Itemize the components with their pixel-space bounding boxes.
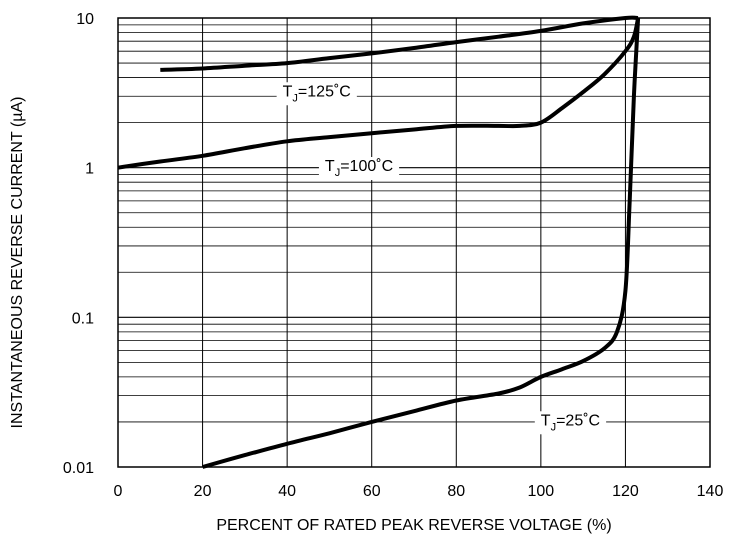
curve-label-rest: =25˚C [556,412,600,429]
series-line-1 [117,17,641,170]
curve-label-rest: =125˚C [298,83,351,100]
curve-label-main: T [325,158,335,175]
curve-labels: TJ=125˚CTJ=100˚CTJ=25˚C [276,82,607,435]
x-tick-label: 80 [447,483,465,500]
series-curves [117,15,641,469]
curve-label-text: TJ=125˚C [283,83,351,104]
curve-label-text: TJ=25˚C [541,412,600,433]
y-tick-label: 0.01 [63,460,94,477]
curve-label-main: T [283,83,293,100]
curve-label-2: TJ=25˚C [534,411,607,435]
curve-label-main: T [541,412,551,429]
curve-label-background [318,157,400,181]
y-axis-ticks: 0.01 0.1 1 10 [63,11,94,477]
curve-label-1: TJ=100˚C [318,157,400,181]
x-tick-label: 100 [528,483,555,500]
grid [118,18,710,467]
x-axis-title: PERCENT OF RATED PEAK REVERSE VOLTAGE (%… [216,517,611,534]
x-tick-label: 20 [194,483,212,500]
y-tick-label: 0.1 [72,310,94,327]
x-tick-label: 0 [114,483,123,500]
curve-label-subscript: J [551,421,557,433]
x-tick-label: 40 [278,483,296,500]
curve-label-rest: =100˚C [340,158,393,175]
y-tick-label: 1 [85,161,94,178]
y-tick-label: 10 [76,11,94,28]
plot-frame [117,17,711,468]
curve-label-0: TJ=125˚C [276,82,357,106]
curve-label-subscript: J [292,92,298,104]
curve-label-text: TJ=100˚C [325,158,393,179]
curve-label-background [534,411,607,435]
x-tick-label: 60 [363,483,381,500]
curve-label-background [276,82,357,106]
x-axis-ticks: 0 20 40 60 80 100 120 140 [114,483,724,500]
curve-label-subscript: J [335,167,341,179]
series-line-2 [202,17,641,469]
x-tick-label: 120 [612,483,639,500]
y-axis-title: INSTANTANEOUS REVERSE CURRENT (µA) [9,97,26,429]
x-tick-label: 140 [697,483,724,500]
series-line-0 [160,15,639,72]
